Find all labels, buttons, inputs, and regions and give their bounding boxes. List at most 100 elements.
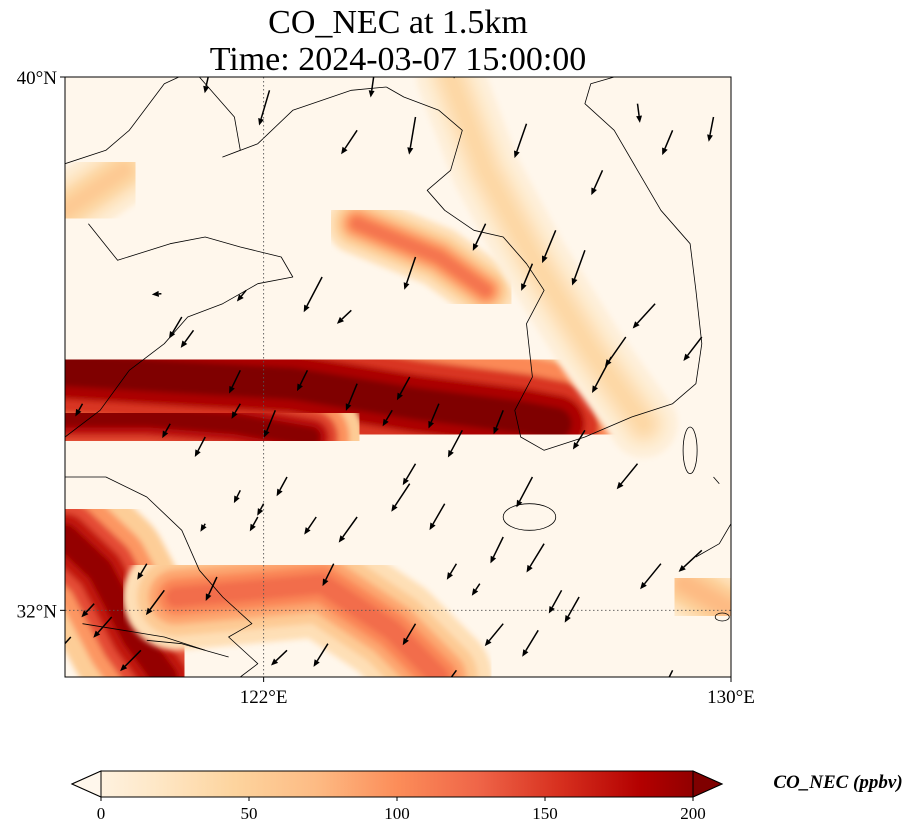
wind-vector <box>257 503 265 516</box>
wind-vector <box>402 463 417 486</box>
plume-band <box>677 576 731 618</box>
wind-vector <box>194 436 206 457</box>
wind-vector <box>493 410 504 435</box>
colorbar-label: CO_NEC (ppbv) <box>773 772 902 793</box>
gridline-layer <box>65 77 731 677</box>
wind-vector <box>120 649 142 672</box>
wind-vector <box>632 303 656 329</box>
wind-vector <box>303 276 323 313</box>
wind-vector <box>407 116 417 155</box>
wind-vector <box>542 230 557 264</box>
lat-tick-label: 40°N <box>17 68 58 89</box>
wind-vector <box>304 516 317 535</box>
wind-vector <box>472 223 487 251</box>
wind-vector <box>640 563 662 590</box>
colorbar-min-extend <box>70 770 102 798</box>
wind-vector <box>258 90 271 126</box>
plume-band <box>351 217 492 297</box>
pollution-plume <box>646 545 731 649</box>
wind-vector <box>93 616 113 638</box>
wind-vector <box>662 130 674 156</box>
coastline <box>146 639 229 658</box>
wind-vector <box>446 563 458 580</box>
coastline <box>713 476 720 484</box>
colorbar-tick-label: 100 <box>384 804 410 823</box>
wind-vector <box>162 423 171 439</box>
wind-vector <box>151 290 162 297</box>
wind-vector <box>145 589 165 616</box>
wind-vector <box>341 129 358 155</box>
wind-vector <box>490 536 504 564</box>
plume-band <box>65 163 130 217</box>
wind-vector-layer <box>65 77 715 677</box>
pollution-plume <box>65 363 364 491</box>
wind-vector <box>521 263 534 291</box>
coastline <box>65 476 259 677</box>
pollution-plume <box>122 530 493 677</box>
wind-vector <box>447 429 463 458</box>
wind-vector <box>707 116 715 142</box>
coastline-layer <box>65 77 731 677</box>
wind-vector <box>683 336 703 361</box>
wind-vector <box>271 649 288 666</box>
wind-vector <box>110 676 112 677</box>
wind-vector <box>522 629 539 657</box>
wind-vector <box>403 256 417 290</box>
wind-vector <box>75 403 84 417</box>
wind-vector <box>236 289 247 302</box>
wind-vector <box>264 410 276 438</box>
colorbar: 0 50 100 150 200 CO_NEC (ppbv) <box>70 770 903 823</box>
wind-vector <box>564 596 580 623</box>
wind-vector <box>338 516 358 543</box>
wind-vector <box>429 503 446 531</box>
island-outline <box>682 426 698 475</box>
pollution-plume <box>65 468 233 677</box>
colorbar-tick-label: 200 <box>680 804 706 823</box>
island-outline <box>502 503 557 531</box>
lon-tick-label: 122°E <box>240 687 288 708</box>
wind-vector <box>249 516 259 532</box>
wind-vector <box>526 543 545 573</box>
wind-vector <box>514 123 528 159</box>
colorbar-tick-label: 50 <box>241 804 258 823</box>
wind-vector <box>231 403 241 419</box>
wind-vector <box>572 429 586 450</box>
wind-vector <box>229 369 241 394</box>
lat-tick-label: 32°N <box>17 601 58 622</box>
wind-vector <box>484 623 504 647</box>
map-panel <box>64 76 732 678</box>
wind-vector <box>313 643 329 667</box>
wind-vector <box>137 563 148 580</box>
concentration-field <box>65 77 731 677</box>
pollution-plume <box>416 77 678 458</box>
wind-vector <box>276 476 288 497</box>
wind-vector <box>322 563 335 587</box>
coastline <box>65 223 294 438</box>
wind-vector <box>396 376 411 401</box>
figure-title-line-2: Time: 2024-03-07 15:00:00 <box>210 41 587 78</box>
island-outline <box>714 612 730 622</box>
coastline <box>386 77 703 451</box>
axis-ticks: 40°N 32°N 122°E 130°E <box>17 68 755 708</box>
coastline <box>695 523 731 558</box>
pollution-plume <box>65 136 158 245</box>
wind-vector <box>616 463 639 490</box>
plume-band <box>165 573 450 677</box>
wind-vector <box>428 403 440 429</box>
wind-vector <box>200 523 207 532</box>
wind-vector <box>571 250 586 286</box>
wind-vector <box>65 636 72 645</box>
wind-vector <box>591 169 604 196</box>
wind-vector <box>548 589 563 614</box>
wind-vector <box>169 316 183 339</box>
wind-vector <box>345 383 358 411</box>
wind-vector <box>668 669 674 677</box>
pollution-plume <box>326 193 516 321</box>
colorbar-ticks: 0 50 100 150 200 <box>97 797 706 823</box>
colorbar-tick-label: 0 <box>97 804 106 823</box>
figure-title-line-1: CO_NEC at 1.5km <box>268 4 528 41</box>
colorbar-tick-label: 150 <box>532 804 558 823</box>
wind-vector <box>368 77 375 98</box>
plume-band <box>444 77 650 431</box>
